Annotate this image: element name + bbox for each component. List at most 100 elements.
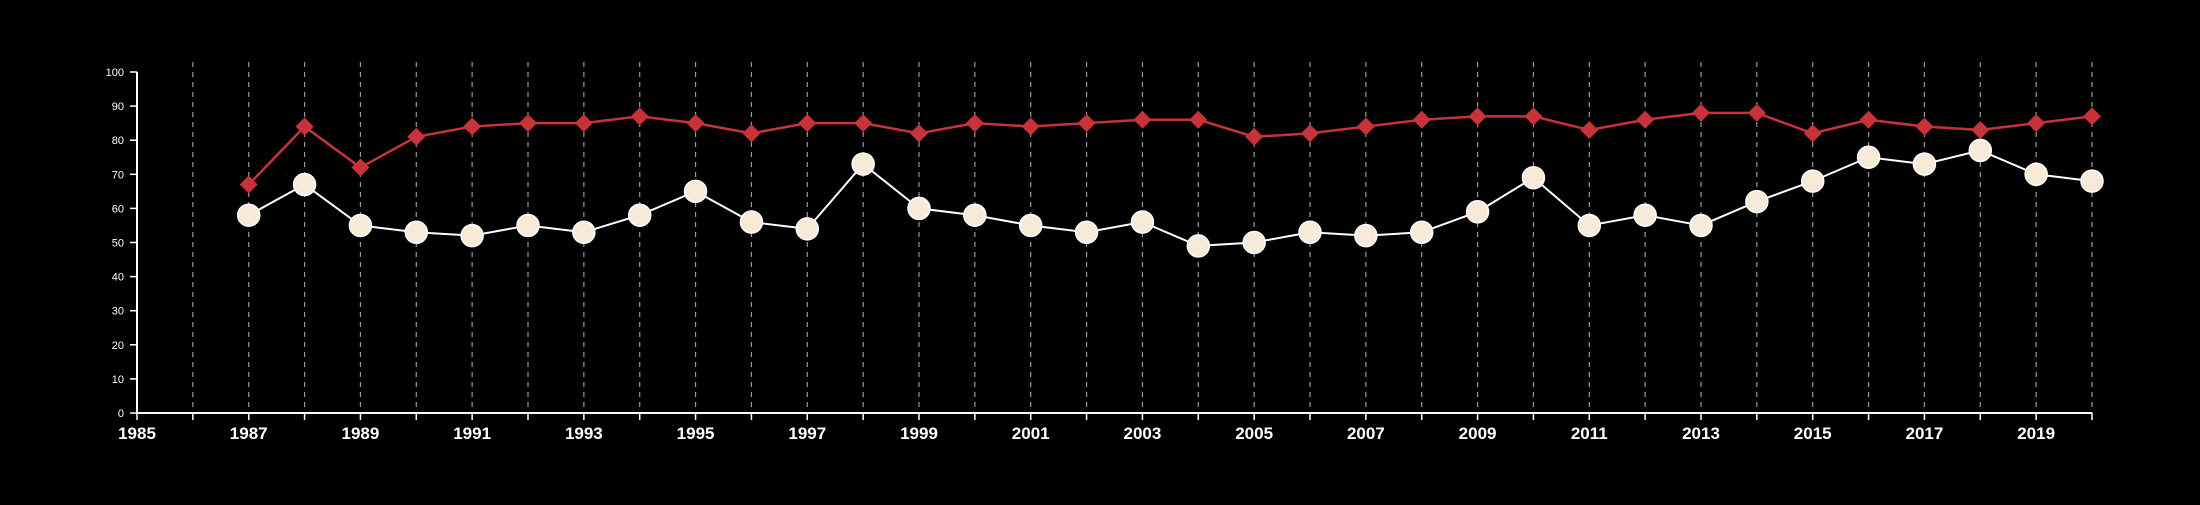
- x-tick-label-2017: 2017: [1906, 424, 1944, 443]
- series-1-point-2003: [1130, 210, 1155, 234]
- series-1-point-2016: [1856, 145, 1881, 169]
- series-0-point-2010: [1524, 107, 1543, 126]
- series-1-point-2011: [1577, 213, 1602, 238]
- x-tick-label-2001: 2001: [1012, 424, 1050, 443]
- series-1-point-2002: [1074, 220, 1099, 245]
- series-0-point-2005: [1245, 127, 1264, 146]
- x-tick-label-2007: 2007: [1347, 424, 1385, 443]
- x-tick-label-1995: 1995: [677, 424, 715, 443]
- series-1-point-2006: [1298, 220, 1322, 245]
- series-1-point-1998: [851, 152, 875, 176]
- series-1-point-2009: [1465, 200, 1490, 224]
- x-tick-label-1989: 1989: [342, 424, 380, 443]
- x-tick-label-2015: 2015: [1794, 424, 1832, 443]
- x-tick-label-1985: 1985: [118, 424, 156, 443]
- series-0-point-1996: [742, 124, 761, 143]
- y-tick-label-100: 100: [106, 67, 124, 79]
- series-1-point-2020: [2080, 169, 2104, 193]
- series-0-point-2012: [1636, 110, 1655, 129]
- series-1-point-1987: [236, 203, 261, 227]
- y-tick-label-0: 0: [118, 408, 124, 420]
- series-1-point-2007: [1354, 223, 1378, 248]
- series-0-point-2016: [1859, 110, 1878, 129]
- series-1-point-1993: [572, 220, 596, 245]
- series-0-point-1992: [519, 114, 537, 133]
- series-0-point-2009: [1468, 107, 1487, 126]
- x-tick-label-1993: 1993: [565, 424, 603, 443]
- series-1-point-1995: [683, 179, 708, 204]
- series-0-point-2003: [1133, 110, 1152, 129]
- y-tick-label-90: 90: [112, 101, 124, 113]
- series-1-point-2012: [1633, 203, 1657, 227]
- series-1-point-2001: [1018, 213, 1043, 238]
- series-0-point-2001: [1021, 117, 1040, 136]
- data-series: [236, 103, 2104, 258]
- series-0-point-1993: [574, 114, 593, 133]
- series-1-point-1990: [404, 220, 429, 245]
- x-tick-label-1987: 1987: [230, 424, 268, 443]
- series-0-point-1999: [910, 124, 928, 143]
- y-tick-label-80: 80: [112, 135, 124, 147]
- series-1-point-1997: [795, 217, 820, 241]
- series-1-point-1992: [516, 213, 540, 238]
- series-0-line: [247, 111, 2093, 186]
- series-0-point-2019: [2027, 114, 2046, 133]
- grid-lines: [192, 62, 2093, 413]
- series-1-point-1991: [460, 223, 484, 248]
- series-0-point-2011: [1580, 120, 1599, 139]
- series-0-point-1987: [239, 175, 258, 194]
- series-1-point-1994: [627, 203, 652, 227]
- series-0-point-2015: [1803, 124, 1822, 143]
- series-0-point-2013: [1692, 103, 1710, 122]
- x-tick-label-2005: 2005: [1235, 424, 1273, 443]
- x-tick-label-2013: 2013: [1682, 424, 1720, 443]
- y-tick-label-20: 20: [112, 340, 124, 352]
- series-0-point-2018: [1971, 120, 1990, 139]
- series-1-point-2005: [1242, 230, 1266, 255]
- series-0-point-2002: [1077, 114, 1096, 133]
- series-1-point-2015: [1800, 169, 1825, 193]
- series-1-point-1996: [739, 210, 764, 234]
- x-tick-label-2011: 2011: [1571, 424, 1608, 443]
- series-1-point-1999: [907, 196, 931, 221]
- x-tick-label-2009: 2009: [1459, 424, 1497, 443]
- x-tick-label-2019: 2019: [2017, 424, 2055, 443]
- series-0-point-2020: [2083, 107, 2101, 126]
- x-tick-label-2003: 2003: [1124, 424, 1162, 443]
- series-1-point-2018: [1968, 138, 1993, 163]
- y-tick-label-10: 10: [112, 374, 124, 386]
- series-1-point-2013: [1689, 213, 1713, 238]
- series-1-point-2017: [1912, 152, 1937, 176]
- series-1-point-2000: [963, 203, 987, 227]
- series-1-point-2019: [2024, 162, 2048, 187]
- series-0-point-1997: [798, 114, 817, 133]
- series-0-point-2017: [1915, 117, 1934, 136]
- series-0-point-1995: [686, 114, 705, 133]
- series-0-point-2007: [1356, 117, 1375, 136]
- y-tick-label-70: 70: [112, 169, 124, 181]
- series-1-point-2010: [1521, 165, 1546, 190]
- x-tick-label-1991: 1991: [453, 424, 491, 443]
- y-tick-label-50: 50: [112, 238, 124, 250]
- series-0-point-1994: [630, 107, 649, 126]
- series-0-point-1998: [854, 114, 873, 133]
- series-0-point-1990: [407, 127, 426, 146]
- series-0-point-2004: [1189, 110, 1208, 129]
- series-1-point-2004: [1186, 234, 1211, 258]
- y-tick-label-40: 40: [112, 272, 124, 284]
- series-1-point-2014: [1745, 189, 1769, 214]
- x-tick-label-1997: 1997: [788, 424, 826, 443]
- series-1-line: [248, 149, 2093, 247]
- series-1-point-2008: [1409, 220, 1434, 245]
- x-tick-label-1999: 1999: [900, 424, 938, 443]
- series-1-point-1988: [292, 172, 317, 197]
- series-0-point-2000: [965, 114, 984, 133]
- series-0-point-1988: [295, 117, 314, 136]
- series-0-point-2006: [1301, 124, 1319, 143]
- series-0-point-2014: [1747, 103, 1766, 122]
- series-0-point-2008: [1412, 110, 1431, 129]
- series-0-point-1991: [463, 117, 482, 136]
- axes: 0 10 20 30 40 50 60 70 80 90 100 1985 1987 1989 1991 19…: [106, 67, 2093, 443]
